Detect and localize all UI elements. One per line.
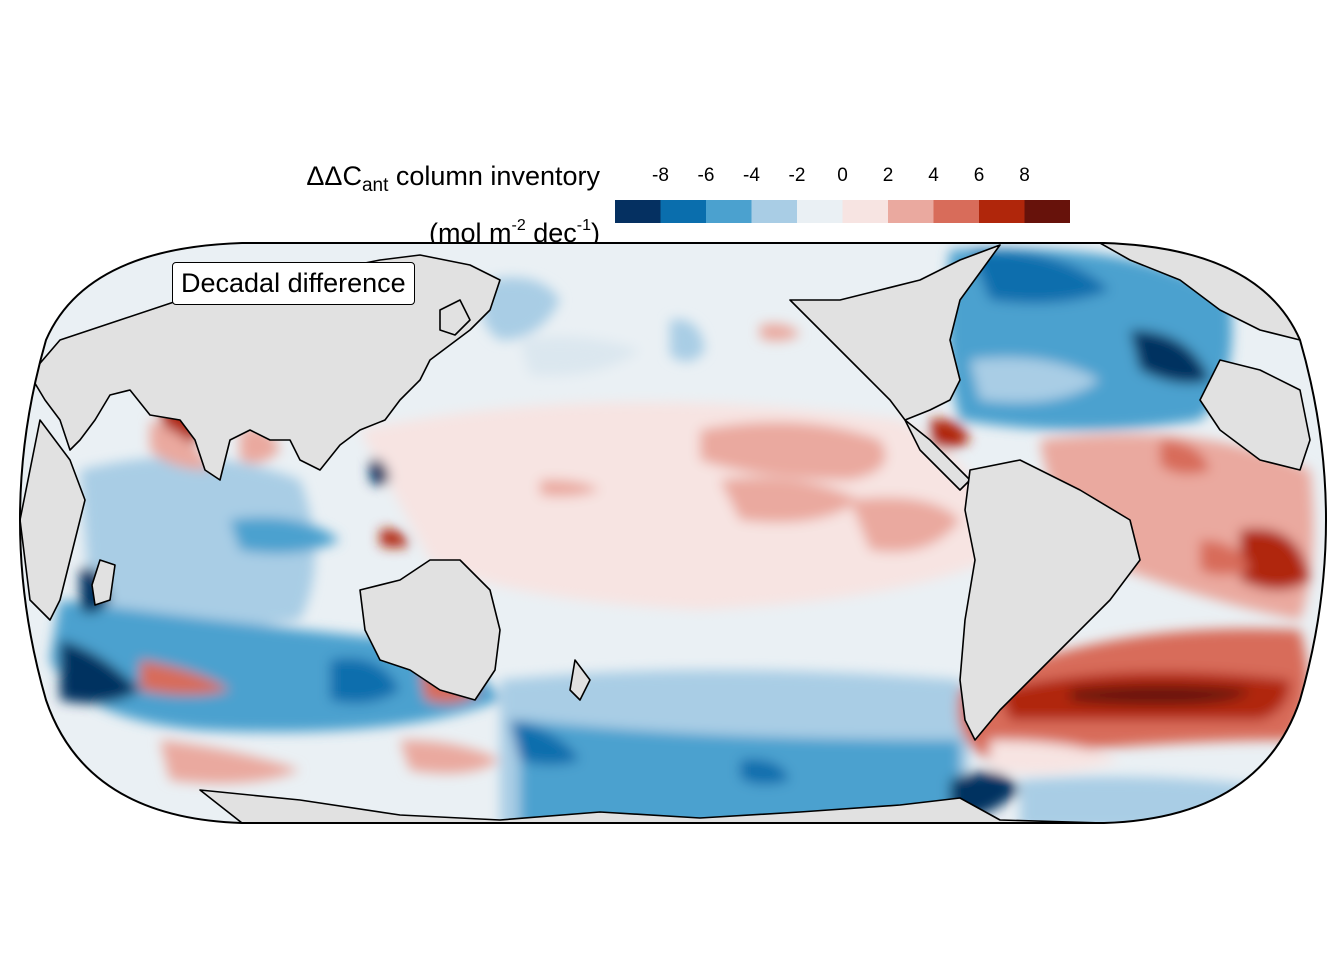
legend-title-subscript: ant — [361, 175, 389, 196]
legend-title-rest: column inventory — [388, 161, 600, 191]
legend-unit-exp2: -1 — [576, 217, 591, 234]
colorbar-swatch — [706, 200, 752, 223]
colorbar-tick-label: 0 — [837, 165, 848, 186]
colorbar-tick-label: -6 — [697, 165, 715, 186]
colorbar-tick-label: 4 — [928, 165, 939, 186]
legend-unit-close: ) — [591, 218, 600, 248]
colorbar-swatch — [660, 200, 707, 223]
colorbar-swatch — [797, 200, 843, 223]
colorbar-tick-label: 2 — [882, 165, 894, 186]
colorbar-swatch — [751, 200, 798, 223]
colorbar-tick-label: -2 — [788, 165, 806, 186]
map-frame — [19, 242, 1327, 824]
colorbar-tick-label: 6 — [973, 165, 985, 186]
colorbar-tick-label: 8 — [1019, 165, 1030, 186]
legend-title-symbol: ΔΔC — [306, 161, 362, 191]
anomaly-patches — [50, 248, 1314, 823]
colorbar-swatch — [979, 200, 1025, 223]
colorbar-tick-label: -4 — [743, 165, 760, 186]
land — [20, 243, 1311, 823]
colorbar-swatch — [615, 200, 661, 223]
colorbar-ticks: -8 -6 -4 -2 0 2 4 6 8 — [615, 165, 1070, 191]
panel-label: Decadal difference — [172, 262, 415, 305]
colorbar-swatch — [888, 200, 934, 223]
colorbar-swatch — [933, 200, 980, 223]
colorbar — [615, 200, 1070, 223]
map-field — [20, 243, 1326, 823]
colorbar-swatch — [1024, 200, 1070, 223]
colorbar-swatch — [842, 200, 889, 223]
colorbar-tick-label: -8 — [652, 165, 669, 186]
legend-title: ΔΔCant column inventory (mol m-2 dec-1) — [200, 156, 600, 253]
legend-unit-exp1: -2 — [511, 217, 526, 234]
